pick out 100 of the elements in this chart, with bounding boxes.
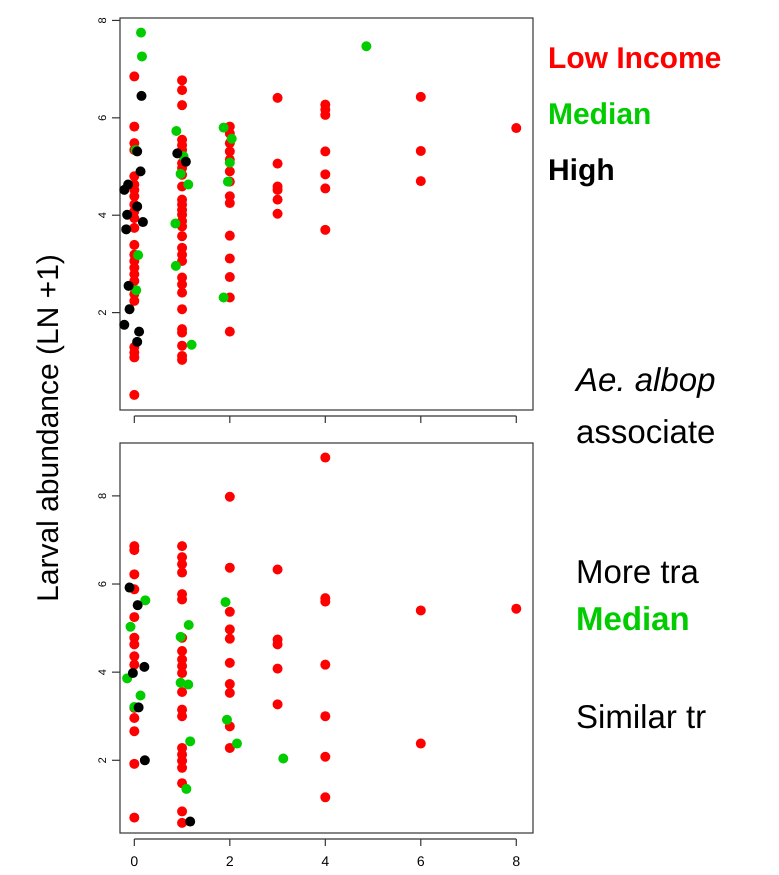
point bbox=[129, 812, 140, 823]
point bbox=[320, 711, 330, 722]
y-tick-label: 4 bbox=[97, 669, 109, 676]
point bbox=[129, 651, 140, 662]
point bbox=[172, 148, 182, 158]
point bbox=[272, 664, 283, 674]
point bbox=[124, 582, 135, 593]
point bbox=[232, 738, 242, 749]
point bbox=[224, 688, 235, 698]
point bbox=[177, 818, 188, 828]
x-tick-label: 2 bbox=[226, 853, 234, 869]
point bbox=[131, 285, 142, 296]
x-tick-label: 0 bbox=[130, 853, 138, 869]
point bbox=[226, 134, 237, 144]
y-axis-title: Larval abundance (LN +1) bbox=[32, 254, 65, 602]
point bbox=[132, 336, 142, 347]
point bbox=[138, 217, 148, 228]
point bbox=[177, 668, 188, 678]
point bbox=[119, 184, 130, 195]
y-tick-label: 4 bbox=[97, 212, 109, 218]
point bbox=[224, 679, 235, 690]
point bbox=[218, 292, 229, 303]
point bbox=[136, 166, 146, 176]
point bbox=[177, 568, 188, 578]
point bbox=[185, 816, 196, 827]
point bbox=[222, 714, 232, 725]
point bbox=[416, 738, 426, 749]
point bbox=[181, 784, 192, 794]
point bbox=[129, 726, 140, 736]
point bbox=[224, 606, 235, 617]
point bbox=[177, 541, 188, 552]
y-tick-label: 6 bbox=[97, 114, 109, 121]
x-tick-label: 8 bbox=[512, 853, 520, 869]
point bbox=[177, 806, 188, 816]
point bbox=[133, 250, 144, 260]
point bbox=[278, 754, 288, 764]
point bbox=[128, 668, 138, 678]
point bbox=[136, 28, 146, 38]
point bbox=[134, 326, 144, 337]
point bbox=[129, 569, 140, 580]
point bbox=[132, 201, 142, 212]
point bbox=[224, 658, 235, 668]
point bbox=[218, 122, 229, 133]
y-tick-label: 8 bbox=[97, 17, 109, 24]
point bbox=[140, 595, 150, 606]
y-tick-label: 8 bbox=[97, 492, 109, 499]
point bbox=[224, 634, 235, 644]
point bbox=[129, 758, 140, 769]
point bbox=[136, 690, 146, 701]
point bbox=[124, 304, 135, 314]
text: More tra bbox=[576, 553, 700, 590]
point bbox=[177, 711, 188, 722]
point bbox=[119, 320, 130, 330]
point bbox=[224, 158, 235, 168]
series-label: Low Income bbox=[548, 42, 722, 75]
point bbox=[136, 90, 146, 101]
text: Median bbox=[548, 98, 652, 131]
point bbox=[186, 340, 197, 350]
text: Similar tr bbox=[576, 698, 706, 735]
point bbox=[361, 41, 372, 52]
point bbox=[171, 126, 182, 136]
y-tick-label: 2 bbox=[97, 310, 109, 316]
point bbox=[129, 712, 140, 723]
point bbox=[320, 752, 330, 762]
point bbox=[177, 762, 188, 773]
point bbox=[129, 612, 140, 622]
point bbox=[139, 662, 150, 672]
point bbox=[272, 564, 283, 574]
point bbox=[224, 742, 235, 753]
point bbox=[132, 600, 143, 610]
point bbox=[140, 755, 150, 766]
point bbox=[121, 224, 132, 234]
point bbox=[320, 660, 330, 670]
x-tick-label: 6 bbox=[416, 853, 425, 869]
point bbox=[184, 620, 194, 630]
point bbox=[416, 605, 426, 616]
text: High bbox=[548, 154, 615, 187]
y-tick-label: 2 bbox=[97, 757, 109, 764]
point bbox=[129, 660, 140, 670]
y-tick-label: 6 bbox=[97, 580, 109, 588]
point bbox=[220, 597, 231, 608]
text: Median bbox=[576, 600, 690, 637]
point bbox=[183, 180, 194, 190]
point bbox=[170, 218, 180, 228]
point bbox=[224, 492, 235, 502]
point bbox=[170, 260, 181, 271]
point bbox=[177, 646, 188, 656]
text: Ae. albop bbox=[574, 361, 716, 398]
point bbox=[320, 792, 330, 802]
text: associate bbox=[576, 413, 716, 450]
point bbox=[124, 280, 134, 291]
point bbox=[180, 156, 191, 167]
point bbox=[177, 686, 188, 697]
point bbox=[511, 604, 522, 614]
point bbox=[177, 559, 188, 570]
point bbox=[185, 736, 196, 746]
point bbox=[126, 622, 136, 632]
x-tick-label: 4 bbox=[321, 853, 330, 869]
point bbox=[224, 562, 235, 573]
point bbox=[320, 452, 330, 463]
